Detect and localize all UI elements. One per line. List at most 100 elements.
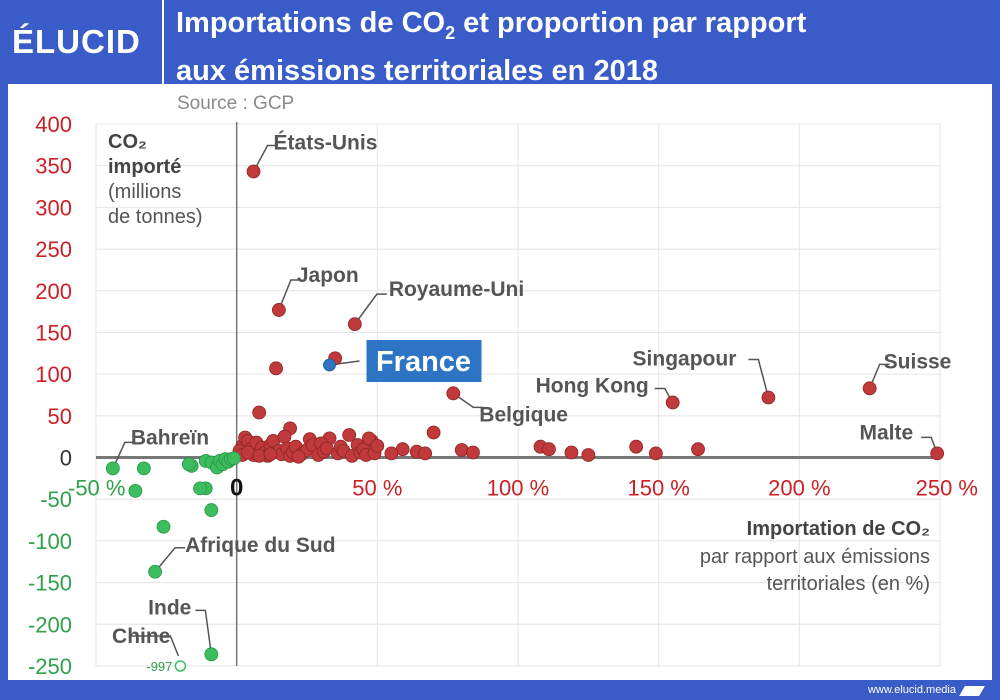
data-point-labeled [148,564,162,579]
y-tick-labels: 400 350 300 250 200 150 100 50 0 -50 -100 -150 -200 -… [28,112,72,679]
point-label: Suisse [884,350,952,373]
chart-panel: Source : GCP 400 350 300 250 200 150 100 50 0 -50… [8,84,992,680]
data-point-negative [128,483,143,498]
data-point-negative [226,451,241,466]
data-point-labeled [665,395,680,410]
label-leader [452,392,484,409]
y-tick-label: 0 [60,446,72,471]
header-divider [162,0,164,84]
label-leader [868,363,890,389]
label-leader [195,609,213,655]
y-axis-title: de tonnes) [108,206,203,228]
scatter-chart: Source : GCP 400350300250200150100500-50… [28,93,978,679]
label-leader [112,441,135,469]
x-tick-label: 0 [230,475,243,502]
y-tick-label: 350 [35,154,72,179]
elucid-logo: ÉLUCID [12,23,141,60]
label-leader [154,547,186,573]
label-leaders [112,144,938,657]
label-leader [130,635,180,657]
offscale-value-label: -997 [146,659,172,674]
point-label: Chine [112,625,170,648]
y-tick-label: 150 [35,320,72,345]
data-point [581,448,596,462]
y-axis-title-bold: CO₂ [108,131,147,153]
x-tick-label: -50 % [68,476,125,501]
point-label: Japon [297,264,359,287]
data-point-labeled [105,461,120,476]
data-point-negative [181,457,196,472]
y-tick-label: 200 [35,279,72,304]
x-tick-label: 200 % [768,476,830,501]
point-label: Belgique [479,403,568,426]
y-tick-label: -200 [28,612,72,637]
title-line1-part2: et proportion par rapport [455,7,807,39]
data-point-labeled [446,386,461,401]
point-label: Bahreïn [131,426,209,449]
data-point-labeled [204,647,219,662]
x-tick-label: 100 % [487,476,549,501]
country-labels: États-Unis Japon Royaume-Uni Belgique Singap… [112,132,951,674]
data-point [691,442,705,457]
data-point [342,428,357,442]
x-tick-label: 50 % [352,476,402,501]
data-point [564,445,579,460]
point-label: Royaume-Uni [389,278,524,301]
x-tick-label: 150 % [627,476,689,501]
data-point [277,429,292,444]
data-point [263,447,278,462]
y-tick-label: 400 [35,112,72,137]
y-tick-label: 100 [35,362,72,387]
data-point [319,441,334,456]
data-point [426,425,441,440]
title-line2: aux émissions territoriales en 2018 [176,54,658,87]
data-point [384,446,399,461]
data-point-negative [156,519,171,534]
data-point [454,443,469,457]
label-leader [748,358,770,398]
point-label: Inde [148,596,191,619]
data-point-labeled [271,303,286,317]
elucid-mark-icon [959,686,985,696]
footer-url: www.elucid.media [867,684,956,696]
header: ÉLUCID Importations de CO2 et proportion… [0,0,1000,87]
y-tick-label: -250 [28,654,72,679]
x-tick-label: 250 % [916,476,978,501]
label-leader [278,279,301,311]
france-label: France [376,346,471,378]
data-point [542,442,556,457]
source-label: Source : GCP [177,93,294,114]
data-point-labeled [246,164,261,179]
data-point [269,361,283,376]
data-point-negative [136,461,151,476]
title-subscript: 2 [445,22,456,43]
x-axis-title-bold: Importation de CO₂ [747,518,930,540]
data-point [252,448,267,463]
x-axis-title: par rapport aux émissions [700,546,930,568]
data-points [105,164,945,672]
data-point [466,445,480,460]
axis-titles: CO₂ importé (millions de tonnes) Importation… [108,131,930,595]
france-label-box [366,339,482,382]
y-tick-label: -150 [28,571,72,596]
y-tick-label: 250 [35,237,72,262]
data-point [252,405,267,420]
data-point-negative [204,503,219,517]
data-point [648,446,663,461]
label-leader [354,293,387,325]
label-leader [252,144,278,172]
data-point [370,438,385,453]
y-tick-label: -100 [28,529,72,554]
data-point-france [323,358,336,372]
data-point-offscale [174,660,187,672]
data-point-labeled [930,446,945,461]
point-label: Malte [859,421,913,444]
y-axis-title: (millions [108,181,181,203]
point-label: Hong Kong [536,375,649,398]
y-tick-label: 300 [35,195,72,220]
y-axis-title-bold: importé [108,156,181,178]
data-point-negative [193,481,207,496]
y-tick-label: -50 [40,487,72,512]
data-point [291,449,306,464]
x-axis-title: territoriales (en %) [767,573,930,595]
